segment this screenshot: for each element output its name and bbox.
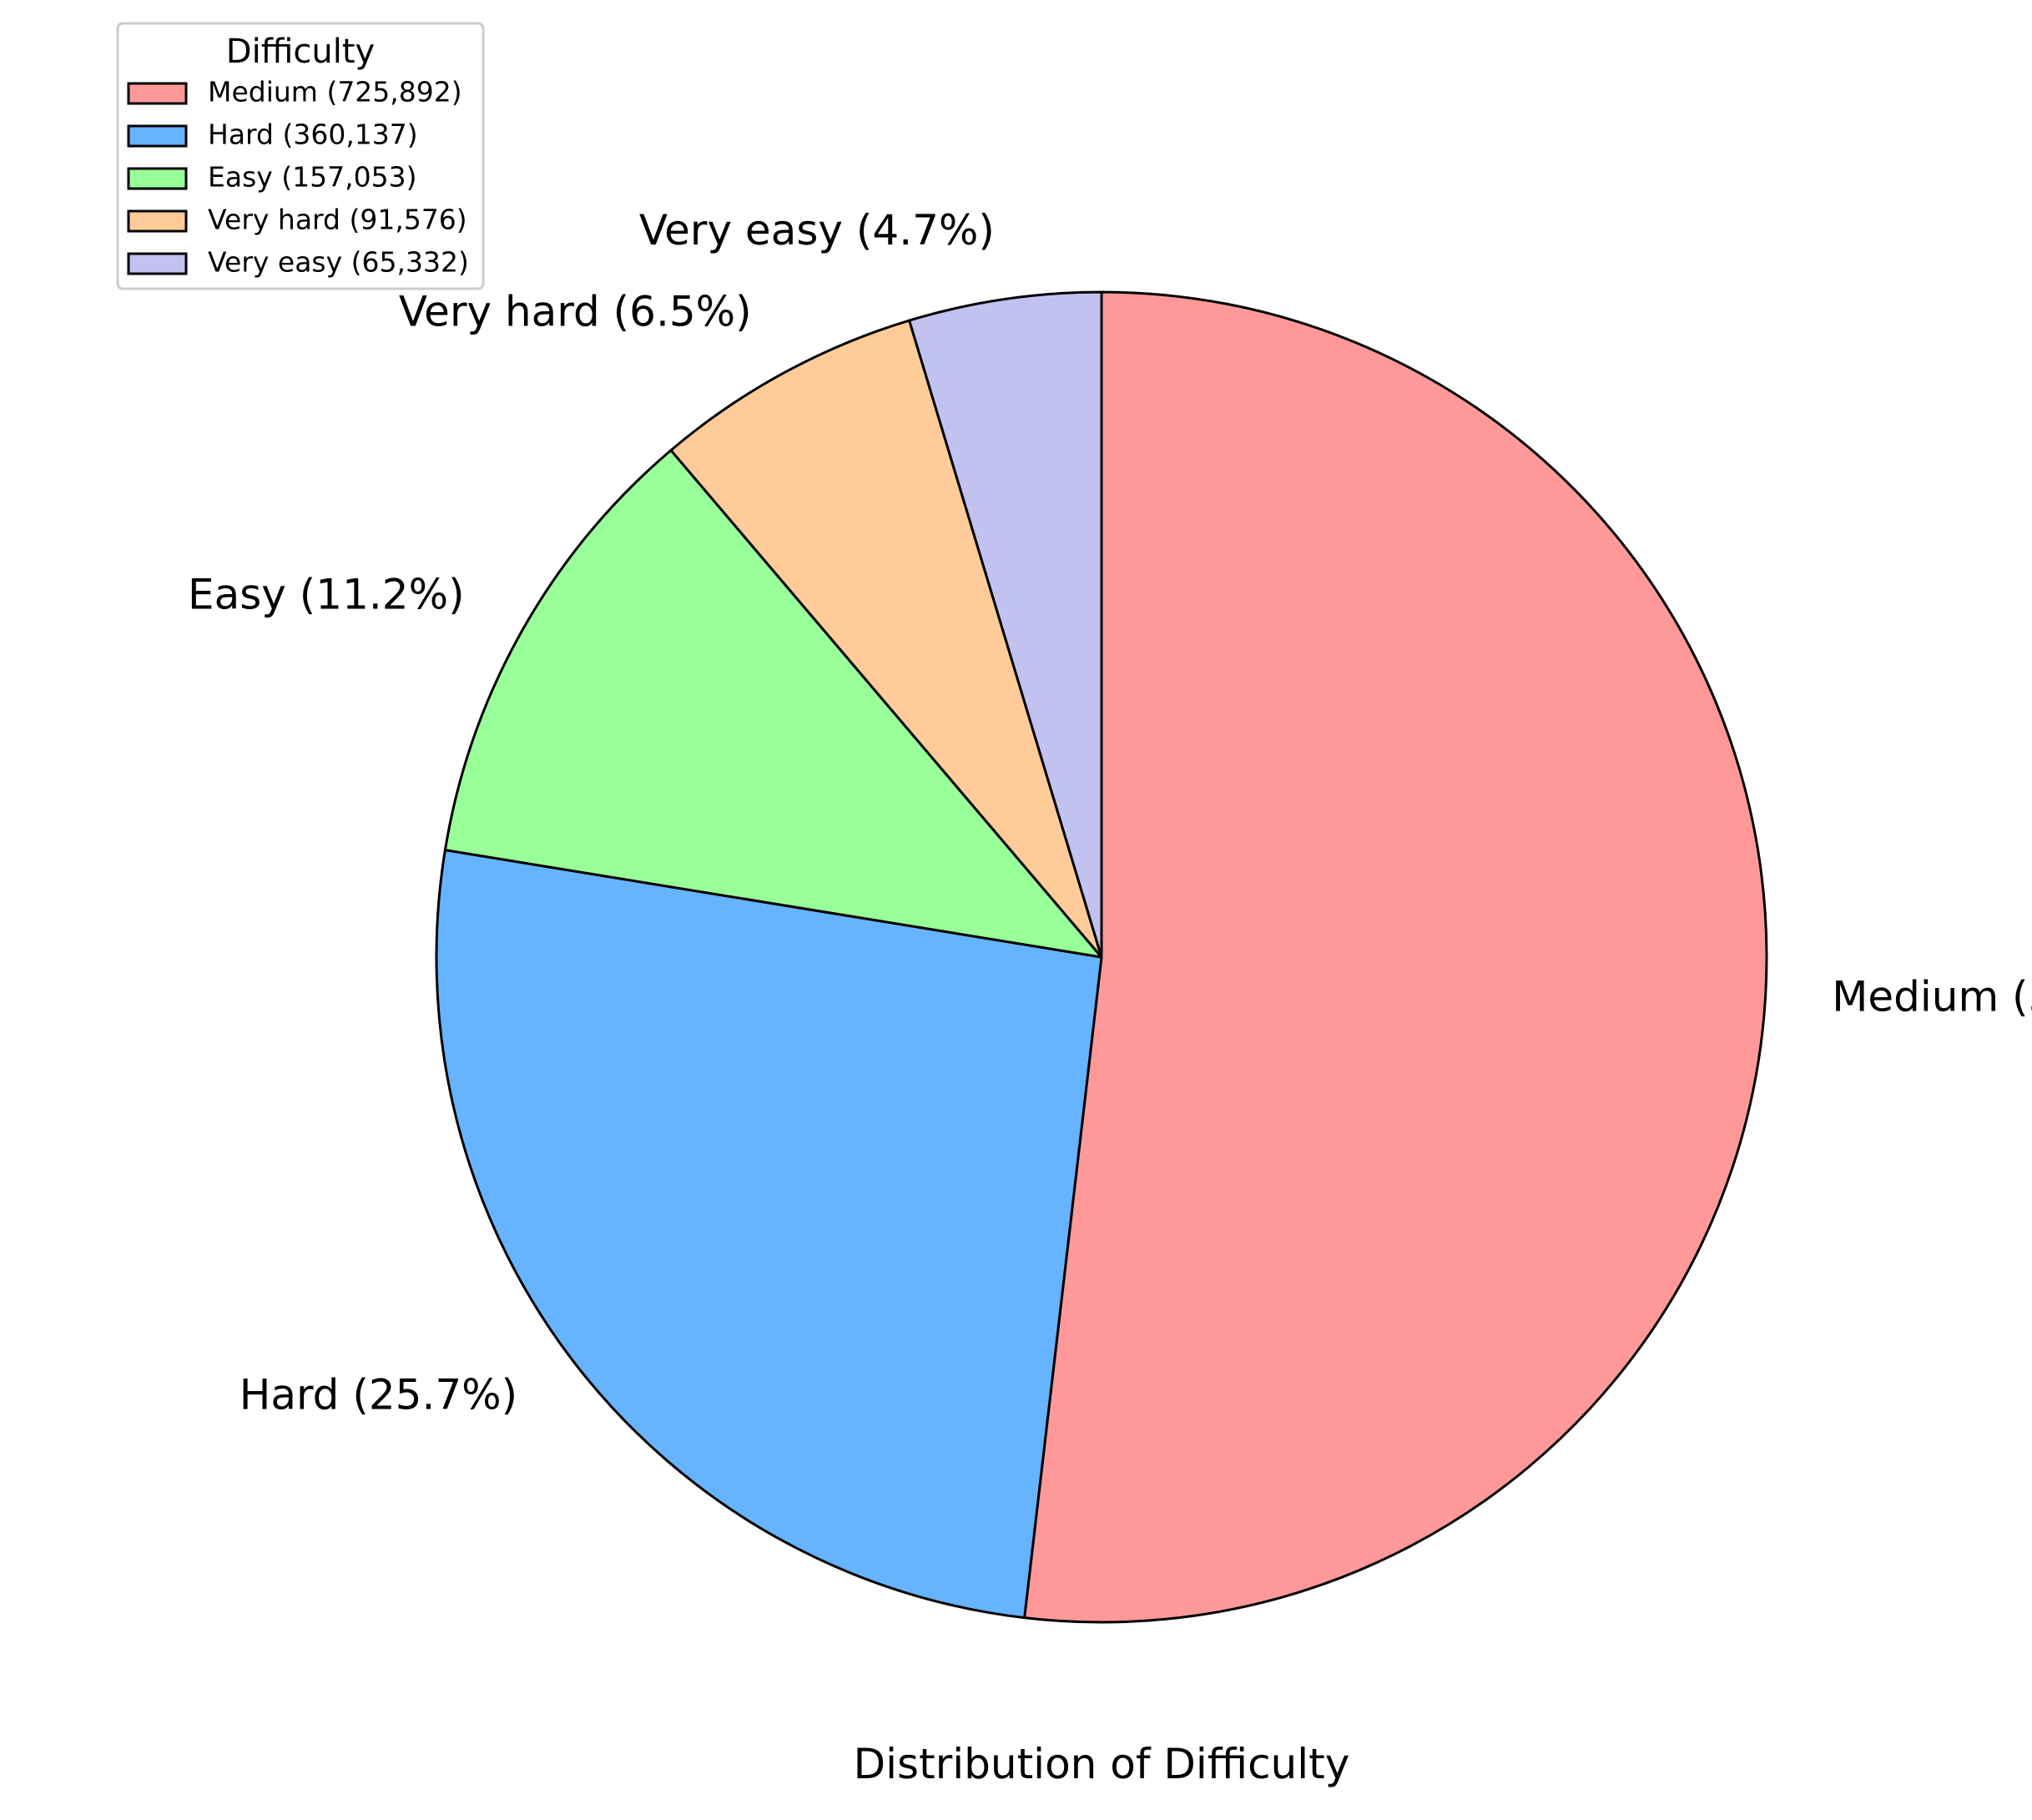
pie-slice-medium xyxy=(1023,290,1768,1624)
legend-swatch-easy xyxy=(127,167,188,190)
slice-label-easy: Easy (11.2%) xyxy=(188,570,465,618)
legend-swatch-medium xyxy=(127,82,188,105)
legend-label-medium: Medium (725,892) xyxy=(208,76,462,108)
legend-label-very-hard: Very hard (91,576) xyxy=(208,204,467,236)
pie-slice-very-easy xyxy=(908,290,1103,959)
slice-label-hard: Hard (25.7%) xyxy=(240,1371,517,1419)
pie-slices xyxy=(435,290,1768,1624)
pie-slice-easy xyxy=(443,449,1103,959)
legend-label-easy: Easy (157,053) xyxy=(208,161,417,194)
pie-slice-labels: Medium (51.8%) Hard (25.7%) Easy (11.2%) Ve… xyxy=(188,206,2032,1419)
pie-slice-hard xyxy=(435,849,1103,1620)
legend-swatch-very-hard xyxy=(127,209,188,233)
slice-label-medium: Medium (51.8%) xyxy=(1832,972,2032,1021)
legend-label-very-easy: Very easy (65,332) xyxy=(208,246,469,279)
slice-label-very-easy: Very easy (4.7%) xyxy=(639,206,995,255)
legend: Difficulty Medium (725,892) Hard (360,137… xyxy=(116,22,485,290)
legend-title: Difficulty xyxy=(226,33,375,71)
legend-swatch-very-easy xyxy=(127,252,188,275)
legend-swatch-hard xyxy=(127,124,188,148)
legend-items: Medium (725,892) Hard (360,137) Easy (157,… xyxy=(127,76,469,279)
pie-slice-very-hard xyxy=(669,319,1103,959)
legend-label-hard: Hard (360,137) xyxy=(208,118,418,151)
legend-frame xyxy=(116,22,485,290)
x-axis-label: Distribution of Difficulty xyxy=(854,1740,1350,1788)
slice-label-very-hard: Very hard (6.5%) xyxy=(399,288,752,336)
